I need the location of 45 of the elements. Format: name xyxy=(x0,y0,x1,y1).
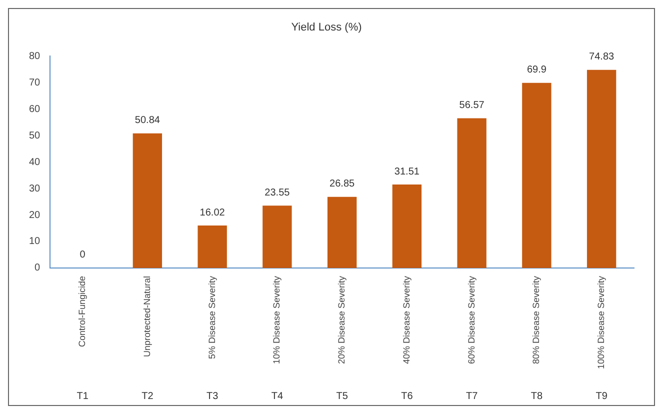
bar xyxy=(586,70,616,268)
text: T2 xyxy=(142,391,154,402)
data-label: 0 xyxy=(80,250,86,261)
data-label: 56.57 xyxy=(459,100,485,111)
text: T1 xyxy=(76,391,89,402)
y-tick-label: 0 xyxy=(34,262,41,274)
text: T7 xyxy=(466,391,478,402)
text: T3 xyxy=(206,391,219,402)
data-label: 50.84 xyxy=(134,115,160,126)
bar xyxy=(457,118,486,268)
x-tick-label: Unprotected-Natural xyxy=(142,276,152,357)
text: T8 xyxy=(530,391,543,402)
bar xyxy=(262,206,292,268)
x-tick-label: Control-Fungicide xyxy=(77,276,88,347)
bar xyxy=(132,133,162,268)
bar xyxy=(327,196,357,268)
data-label: 69.9 xyxy=(526,64,547,76)
x-tick-label: 100% Disease Severity xyxy=(596,275,606,369)
y-tick-label: 70 xyxy=(29,77,41,88)
data-label: 23.55 xyxy=(264,187,290,198)
x-tick-label: 5% Disease Severity xyxy=(206,275,217,359)
y-tick-label: 30 xyxy=(29,183,41,194)
data-label: 26.85 xyxy=(330,178,356,190)
data-label: 74.83 xyxy=(589,52,615,63)
text: T5 xyxy=(336,391,348,402)
y-tick-label: 60 xyxy=(29,104,41,115)
y-tick-label: 20 xyxy=(29,210,41,221)
text: T9 xyxy=(596,391,608,402)
chart-title: Yield Loss (%) xyxy=(291,22,362,34)
text: T4 xyxy=(271,391,284,402)
x-tick-label: 10% Disease Severity xyxy=(272,275,282,364)
bar xyxy=(522,82,552,268)
y-tick-label: 40 xyxy=(29,156,41,168)
x-tick-label: 20% Disease Severity xyxy=(336,275,347,364)
x-tick-label: 60% Disease Severity xyxy=(466,275,476,364)
y-tick-label: 50 xyxy=(29,130,41,142)
bar xyxy=(392,184,422,268)
y-tick-label: 80 xyxy=(29,50,41,62)
y-tick-label: 10 xyxy=(29,236,41,248)
x-tick-label: 80% Disease Severity xyxy=(531,275,542,364)
data-label: 16.02 xyxy=(200,207,226,218)
bar xyxy=(198,226,227,268)
text: T6 xyxy=(401,391,414,402)
data-label: 31.51 xyxy=(394,166,420,178)
x-tick-label: 40% Disease Severity xyxy=(401,275,412,364)
